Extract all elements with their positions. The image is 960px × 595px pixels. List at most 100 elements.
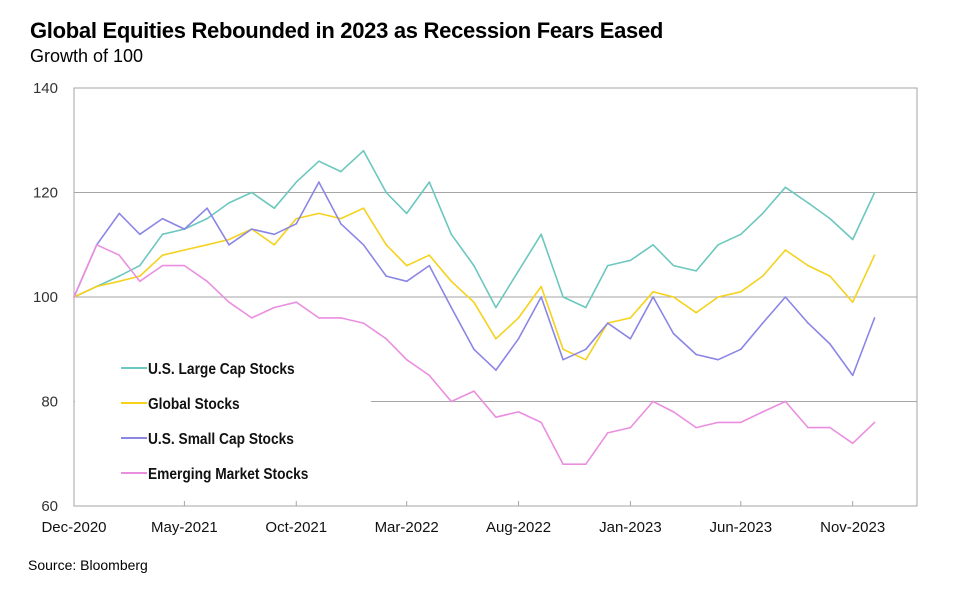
data-point bbox=[517, 270, 520, 272]
data-point bbox=[95, 285, 98, 288]
data-point bbox=[784, 249, 787, 251]
y-tick-label: 100 bbox=[33, 289, 58, 306]
data-point bbox=[295, 301, 298, 304]
data-point bbox=[652, 290, 654, 293]
data-point bbox=[652, 243, 654, 246]
x-tick-label: Dec-2020 bbox=[41, 519, 106, 536]
data-point bbox=[784, 186, 787, 189]
data-point bbox=[318, 181, 320, 183]
data-point bbox=[584, 306, 587, 309]
data-point bbox=[873, 254, 876, 256]
data-point bbox=[473, 264, 475, 267]
data-point bbox=[717, 296, 719, 298]
legend-background bbox=[75, 352, 371, 492]
legend-label: U.S. Small Cap Stocks bbox=[148, 430, 294, 448]
data-point bbox=[629, 259, 632, 262]
data-point bbox=[228, 202, 230, 204]
data-point bbox=[717, 358, 719, 361]
data-point bbox=[228, 243, 230, 246]
data-point bbox=[385, 243, 387, 246]
data-point bbox=[206, 207, 208, 209]
data-point bbox=[672, 264, 675, 267]
data-point bbox=[428, 181, 431, 183]
data-point bbox=[851, 238, 854, 241]
data-point bbox=[540, 421, 542, 424]
data-point bbox=[450, 280, 453, 283]
data-point bbox=[851, 374, 854, 377]
data-point bbox=[362, 149, 365, 152]
data-point bbox=[829, 217, 831, 220]
data-point bbox=[784, 296, 787, 298]
data-point bbox=[228, 301, 230, 304]
data-point bbox=[118, 254, 121, 256]
x-tick-label: Oct-2021 bbox=[265, 519, 327, 536]
data-point bbox=[340, 170, 342, 173]
legend-label: Emerging Market Stocks bbox=[148, 465, 308, 483]
data-point bbox=[118, 212, 121, 215]
data-point bbox=[873, 191, 876, 194]
data-point bbox=[295, 181, 298, 183]
data-point bbox=[540, 233, 542, 236]
data-point bbox=[851, 301, 854, 304]
data-point bbox=[118, 275, 121, 277]
data-point bbox=[183, 228, 186, 230]
data-point bbox=[340, 217, 342, 220]
data-point bbox=[273, 207, 276, 209]
data-point bbox=[873, 317, 876, 319]
data-point bbox=[161, 217, 164, 220]
data-point bbox=[606, 432, 609, 434]
data-point bbox=[473, 301, 475, 304]
data-point bbox=[385, 338, 387, 340]
data-point bbox=[672, 411, 675, 413]
data-point bbox=[250, 317, 253, 319]
x-tick-label: May-2021 bbox=[151, 519, 218, 536]
data-point bbox=[318, 317, 320, 319]
data-point bbox=[385, 191, 387, 194]
data-point bbox=[139, 280, 141, 283]
data-point bbox=[807, 322, 809, 324]
data-point bbox=[73, 296, 75, 298]
y-tick-label: 120 bbox=[33, 185, 58, 202]
data-point bbox=[405, 212, 408, 215]
data-point bbox=[340, 317, 342, 319]
data-point bbox=[739, 348, 742, 351]
chart-title: Global Equities Rebounded in 2023 as Rec… bbox=[30, 18, 664, 43]
data-point bbox=[739, 421, 742, 424]
data-point bbox=[161, 254, 164, 256]
data-point bbox=[672, 296, 675, 298]
data-point bbox=[540, 285, 542, 288]
data-point bbox=[784, 400, 787, 403]
data-point bbox=[761, 322, 764, 324]
data-point bbox=[517, 411, 520, 413]
data-point bbox=[362, 243, 365, 246]
data-point bbox=[273, 306, 276, 309]
data-point bbox=[584, 358, 587, 361]
data-point bbox=[118, 280, 121, 283]
data-point bbox=[517, 338, 520, 340]
data-point bbox=[829, 426, 831, 429]
data-point bbox=[717, 243, 719, 246]
data-point bbox=[695, 353, 697, 356]
data-point bbox=[584, 348, 587, 351]
data-point bbox=[405, 358, 408, 361]
data-point bbox=[717, 421, 719, 424]
data-point bbox=[139, 264, 141, 267]
data-point bbox=[629, 317, 632, 319]
data-point bbox=[295, 217, 298, 220]
data-point bbox=[405, 264, 408, 267]
data-point bbox=[161, 264, 164, 267]
data-point bbox=[273, 233, 276, 236]
data-point bbox=[829, 343, 831, 345]
data-point bbox=[95, 243, 98, 246]
data-point bbox=[139, 233, 141, 236]
data-point bbox=[340, 223, 342, 225]
data-point bbox=[405, 280, 408, 283]
x-tick-label: Nov-2023 bbox=[820, 519, 885, 536]
data-point bbox=[318, 212, 320, 215]
data-point bbox=[652, 296, 654, 298]
data-point bbox=[562, 296, 564, 298]
data-point bbox=[206, 280, 208, 283]
data-point bbox=[206, 217, 208, 220]
data-point bbox=[761, 212, 764, 215]
